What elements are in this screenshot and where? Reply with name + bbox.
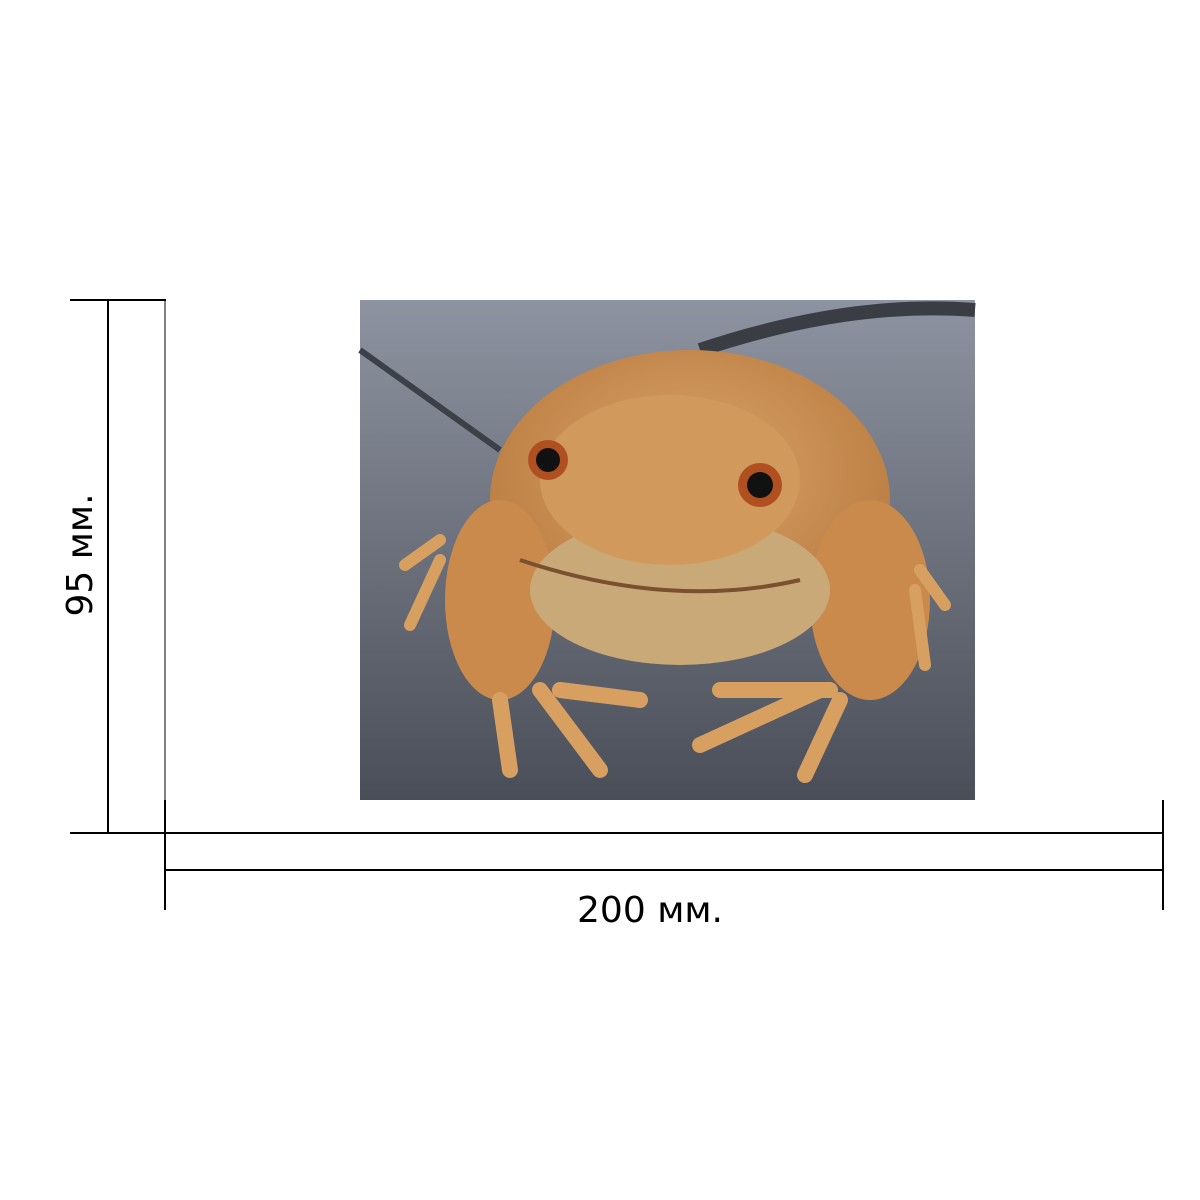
product-photo — [358, 300, 976, 800]
width-label: 200 мм. — [577, 890, 723, 931]
height-dimension: 95 мм. — [60, 299, 166, 833]
width-dimension: 200 мм. — [70, 800, 1164, 931]
height-label: 95 мм. — [60, 493, 101, 616]
